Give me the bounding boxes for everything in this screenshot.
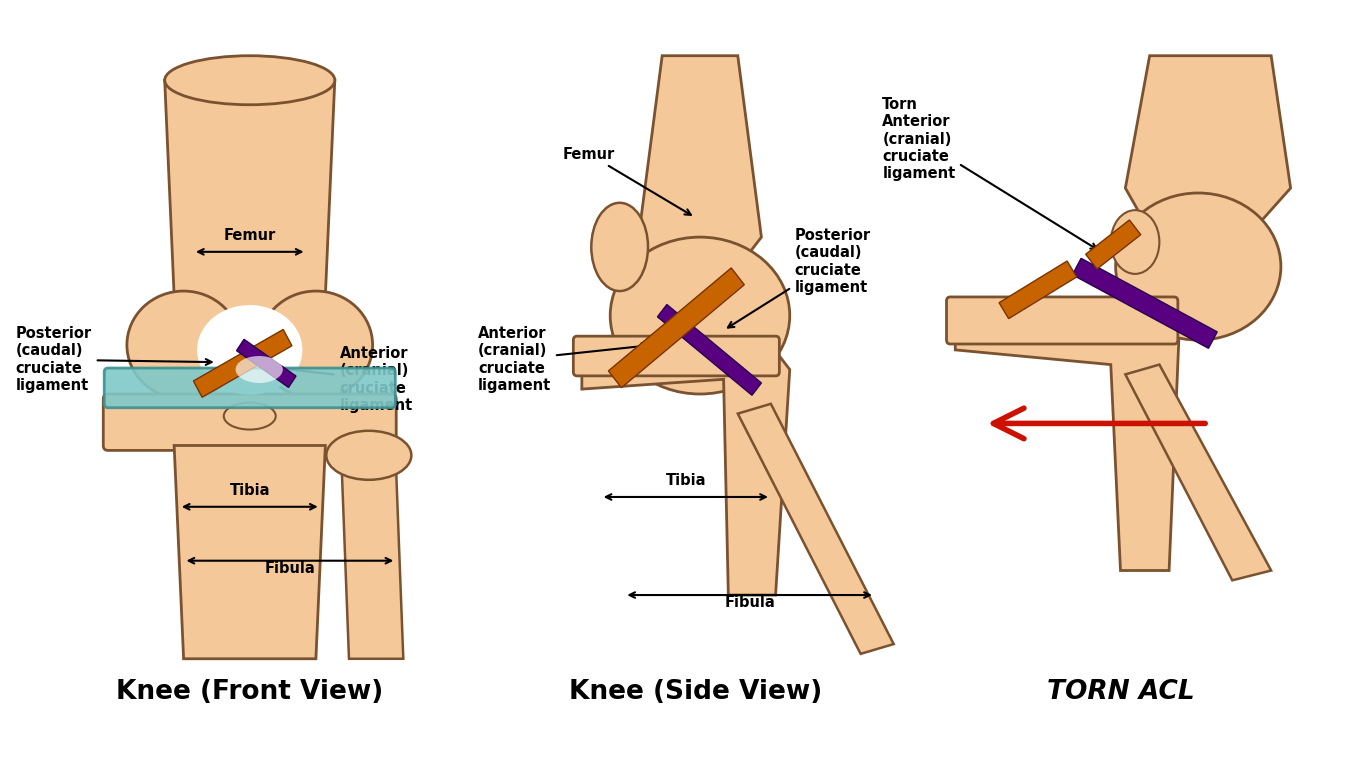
FancyBboxPatch shape — [103, 394, 397, 450]
Text: Tibia: Tibia — [230, 483, 270, 498]
FancyArrow shape — [236, 339, 296, 388]
Text: Tibia: Tibia — [666, 473, 706, 488]
FancyArrow shape — [609, 268, 744, 388]
Text: Knee (Front View): Knee (Front View) — [116, 679, 383, 705]
FancyArrow shape — [1085, 220, 1141, 269]
Ellipse shape — [197, 306, 302, 394]
Ellipse shape — [127, 291, 240, 399]
FancyArrow shape — [999, 261, 1077, 318]
Polygon shape — [582, 345, 790, 595]
Text: Knee (Side View): Knee (Side View) — [568, 679, 822, 705]
FancyArrow shape — [657, 304, 761, 395]
Polygon shape — [1126, 55, 1291, 237]
Text: Fibula: Fibula — [265, 561, 316, 576]
Text: Femur: Femur — [224, 228, 275, 243]
FancyBboxPatch shape — [946, 297, 1177, 344]
Polygon shape — [737, 404, 894, 654]
Ellipse shape — [259, 291, 373, 399]
Ellipse shape — [327, 431, 412, 480]
Text: Anterior
(cranial)
cruciate
ligament: Anterior (cranial) cruciate ligament — [478, 326, 648, 393]
Text: Femur: Femur — [563, 147, 691, 215]
FancyArrow shape — [1072, 258, 1218, 349]
Ellipse shape — [1111, 210, 1160, 274]
Polygon shape — [165, 80, 335, 325]
Polygon shape — [342, 473, 404, 659]
Polygon shape — [1126, 364, 1272, 580]
Ellipse shape — [591, 203, 648, 291]
Polygon shape — [956, 306, 1179, 570]
Text: Posterior
(caudal)
cruciate
ligament: Posterior (caudal) cruciate ligament — [728, 228, 871, 328]
Ellipse shape — [165, 55, 335, 105]
Text: Anterior
(cranial)
cruciate
ligament: Anterior (cranial) cruciate ligament — [274, 346, 413, 413]
FancyBboxPatch shape — [104, 368, 396, 408]
FancyBboxPatch shape — [574, 336, 779, 376]
FancyArrow shape — [193, 329, 292, 397]
Text: TORN ACL: TORN ACL — [1046, 679, 1195, 705]
Polygon shape — [174, 445, 325, 659]
Ellipse shape — [610, 237, 790, 394]
Text: Torn
Anterior
(cranial)
cruciate
ligament: Torn Anterior (cranial) cruciate ligamen… — [883, 97, 1096, 249]
Ellipse shape — [1115, 193, 1281, 340]
Ellipse shape — [224, 402, 275, 430]
Ellipse shape — [236, 356, 284, 383]
Text: Fibula: Fibula — [724, 595, 775, 610]
Polygon shape — [639, 55, 761, 286]
Text: Posterior
(caudal)
cruciate
ligament: Posterior (caudal) cruciate ligament — [16, 326, 212, 393]
